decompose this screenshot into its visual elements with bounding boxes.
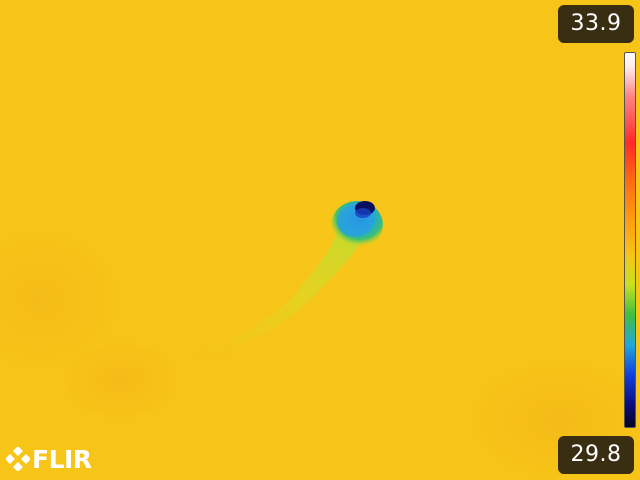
flir-logo: FLIR: [6, 444, 92, 474]
color-scale-bar: [624, 52, 636, 428]
cold-object: [331, 201, 383, 249]
min-temperature-label: 29.8: [558, 436, 634, 474]
flir-logo-text: FLIR: [32, 444, 92, 474]
flir-diamond-icon: [6, 447, 30, 471]
max-temperature-label: 33.9: [558, 5, 634, 43]
